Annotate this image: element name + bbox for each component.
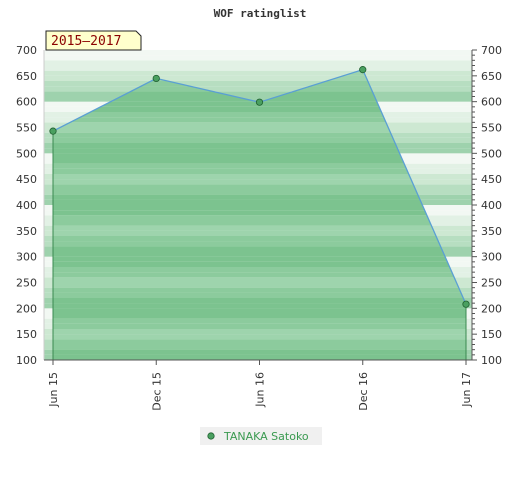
left-y-tick-label: 550 bbox=[16, 122, 37, 135]
legend-background bbox=[200, 427, 322, 445]
legend: TANAKA Satoko bbox=[200, 427, 322, 445]
x-tick-label: Jun 17 bbox=[460, 372, 473, 408]
legend-marker bbox=[207, 432, 215, 440]
right-y-tick-label: 300 bbox=[481, 251, 502, 264]
left-y-tick-label: 300 bbox=[16, 251, 37, 264]
data-point-jun-17 bbox=[462, 300, 470, 308]
left-y-tick-label: 650 bbox=[16, 70, 37, 83]
period-label-box: 2015–2017 bbox=[45, 30, 142, 51]
x-tick-label: Jun 15 bbox=[47, 372, 60, 408]
right-y-tick-label: 600 bbox=[481, 96, 502, 109]
right-y-tick-label: 250 bbox=[481, 277, 502, 290]
left-y-tick-label: 150 bbox=[16, 328, 37, 341]
right-y-tick-label: 500 bbox=[481, 147, 502, 160]
left-y-tick-label: 500 bbox=[16, 147, 37, 160]
x-tick-label: Dec 16 bbox=[357, 372, 370, 411]
plot-band bbox=[44, 60, 472, 66]
period-label: 2015–2017 bbox=[51, 34, 121, 49]
data-point-jun-16 bbox=[255, 98, 264, 106]
left-y-tick-label: 450 bbox=[16, 173, 37, 186]
right-y-tick-label: 200 bbox=[481, 302, 502, 315]
x-tick-label: Dec 15 bbox=[150, 372, 163, 411]
plot-band bbox=[44, 55, 472, 61]
data-point-dec-16 bbox=[359, 66, 367, 74]
right-y-tick-label: 150 bbox=[481, 328, 502, 341]
plot-band bbox=[44, 91, 472, 97]
plot-band bbox=[44, 81, 472, 87]
right-y-tick-label: 400 bbox=[481, 199, 502, 212]
axes: 100 100 150 150 200 200 250 250 300 300 350 350 400 4… bbox=[16, 44, 502, 411]
right-y-tick-label: 700 bbox=[481, 44, 502, 57]
left-y-tick-label: 400 bbox=[16, 199, 37, 212]
right-y-tick-label: 100 bbox=[481, 354, 502, 367]
right-y-tick-label: 650 bbox=[481, 70, 502, 83]
left-y-tick-label: 700 bbox=[16, 44, 37, 57]
left-y-tick-label: 200 bbox=[16, 302, 37, 315]
data-point-jun-15 bbox=[49, 127, 57, 135]
left-y-tick-label: 100 bbox=[16, 354, 37, 367]
right-y-tick-label: 450 bbox=[481, 173, 502, 186]
x-tick-label: Jun 16 bbox=[254, 372, 267, 408]
plot-band bbox=[44, 75, 472, 81]
plot-band bbox=[44, 65, 472, 71]
plot-band bbox=[44, 86, 472, 92]
right-y-tick-label: 350 bbox=[481, 225, 502, 238]
chart-title: WOF ratinglist bbox=[214, 7, 307, 20]
left-y-tick-label: 250 bbox=[16, 277, 37, 290]
left-y-tick-label: 600 bbox=[16, 96, 37, 109]
left-y-tick-label: 350 bbox=[16, 225, 37, 238]
legend-series-name: TANAKA Satoko bbox=[223, 430, 309, 443]
plot-band bbox=[44, 50, 472, 56]
data-point-dec-15 bbox=[152, 74, 160, 83]
plot-band bbox=[44, 70, 472, 76]
right-y-tick-label: 550 bbox=[481, 122, 502, 135]
